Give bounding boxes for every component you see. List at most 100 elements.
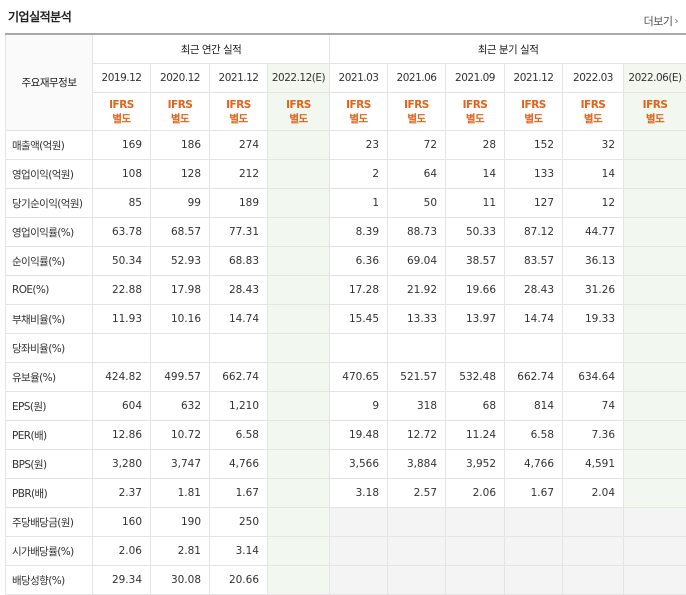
table-cell bbox=[563, 508, 624, 537]
table-cell bbox=[624, 508, 686, 537]
table-cell bbox=[624, 566, 686, 595]
table-cell: 19.66 bbox=[446, 276, 505, 305]
table-cell: 6.58 bbox=[210, 421, 268, 450]
table-cell bbox=[505, 508, 563, 537]
table-cell: 4,591 bbox=[563, 450, 624, 479]
table-cell bbox=[624, 450, 686, 479]
table-cell: 128 bbox=[151, 160, 210, 189]
ifrs-text: IFRS bbox=[388, 98, 445, 112]
table-cell: 28.43 bbox=[505, 276, 563, 305]
table-cell: 604 bbox=[93, 392, 151, 421]
table-cell bbox=[446, 334, 505, 363]
table-cell: 17.28 bbox=[330, 276, 388, 305]
period-header: 2021.06 bbox=[388, 64, 446, 93]
table-cell bbox=[624, 276, 686, 305]
row-label: 부채비율(%) bbox=[6, 305, 93, 334]
ifrs-text: IFRS bbox=[268, 98, 329, 112]
table-cell: 2.37 bbox=[93, 479, 151, 508]
ifrs-text: IFRS bbox=[330, 98, 387, 112]
row-label: 주당배당금(원) bbox=[6, 508, 93, 537]
table-cell bbox=[446, 537, 505, 566]
table-cell: 11 bbox=[446, 189, 505, 218]
table-cell: 14.74 bbox=[505, 305, 563, 334]
period-header: 2022.06(E) bbox=[624, 64, 686, 93]
period-header: 2021.12 bbox=[505, 64, 563, 93]
table-cell bbox=[268, 160, 330, 189]
table-cell bbox=[624, 160, 686, 189]
table-cell: 50.33 bbox=[446, 218, 505, 247]
table-cell: 19.48 bbox=[330, 421, 388, 450]
table-cell bbox=[268, 218, 330, 247]
row-label: BPS(원) bbox=[6, 450, 93, 479]
table-cell bbox=[268, 276, 330, 305]
row-label: 매출액(억원) bbox=[6, 131, 93, 160]
table-cell: 250 bbox=[210, 508, 268, 537]
table-cell bbox=[624, 189, 686, 218]
table-cell: 4,766 bbox=[210, 450, 268, 479]
ifrs-basis: 별도 bbox=[446, 112, 504, 126]
table-cell bbox=[268, 392, 330, 421]
period-header: 2021.09 bbox=[446, 64, 505, 93]
table-cell bbox=[330, 537, 388, 566]
row-label: PER(배) bbox=[6, 421, 93, 450]
table-cell: 14.74 bbox=[210, 305, 268, 334]
table-cell: 19.33 bbox=[563, 305, 624, 334]
table-cell: 13.33 bbox=[388, 305, 446, 334]
table-cell: 212 bbox=[210, 160, 268, 189]
table-cell: 318 bbox=[388, 392, 446, 421]
table-cell bbox=[624, 305, 686, 334]
table-cell: 1.81 bbox=[151, 479, 210, 508]
table-cell: 4,766 bbox=[505, 450, 563, 479]
row-label: 영업이익(억원) bbox=[6, 160, 93, 189]
table-cell bbox=[624, 131, 686, 160]
table-cell: 10.16 bbox=[151, 305, 210, 334]
table-cell bbox=[505, 537, 563, 566]
row-label: 순이익률(%) bbox=[6, 247, 93, 276]
table-cell bbox=[446, 508, 505, 537]
period-header: 2020.12 bbox=[151, 64, 210, 93]
table-cell: 22.88 bbox=[93, 276, 151, 305]
table-cell: 64 bbox=[388, 160, 446, 189]
table-cell: 13.97 bbox=[446, 305, 505, 334]
table-cell: 68 bbox=[446, 392, 505, 421]
table-cell: 169 bbox=[93, 131, 151, 160]
period-header: 2019.12 bbox=[93, 64, 151, 93]
table-cell: 12.72 bbox=[388, 421, 446, 450]
ifrs-text: IFRS bbox=[151, 98, 209, 112]
ifrs-text: IFRS bbox=[93, 98, 150, 112]
table-cell: 3.14 bbox=[210, 537, 268, 566]
table-cell: 3,280 bbox=[93, 450, 151, 479]
table-cell: 1 bbox=[330, 189, 388, 218]
table-cell: 12.86 bbox=[93, 421, 151, 450]
table-cell: 3,566 bbox=[330, 450, 388, 479]
row-label: ROE(%) bbox=[6, 276, 93, 305]
ifrs-basis: 별도 bbox=[268, 112, 329, 126]
table-cell bbox=[210, 334, 268, 363]
table-cell: 532.48 bbox=[446, 363, 505, 392]
row-label: 시가배당률(%) bbox=[6, 537, 93, 566]
table-cell: 74 bbox=[563, 392, 624, 421]
table-cell: 662.74 bbox=[210, 363, 268, 392]
table-cell bbox=[563, 537, 624, 566]
table-cell: 2.81 bbox=[151, 537, 210, 566]
ifrs-basis: 별도 bbox=[505, 112, 562, 126]
ifrs-text: IFRS bbox=[563, 98, 623, 112]
table-cell bbox=[268, 363, 330, 392]
row-label: 영업이익률(%) bbox=[6, 218, 93, 247]
table-cell bbox=[624, 392, 686, 421]
period-header: 2021.03 bbox=[330, 64, 388, 93]
table-cell: 99 bbox=[151, 189, 210, 218]
table-cell: 2.04 bbox=[563, 479, 624, 508]
table-cell: 14 bbox=[446, 160, 505, 189]
table-cell: 15.45 bbox=[330, 305, 388, 334]
table-cell: 2.57 bbox=[388, 479, 446, 508]
more-link[interactable]: 더보기 › bbox=[644, 13, 678, 29]
table-cell bbox=[330, 334, 388, 363]
table-cell bbox=[624, 363, 686, 392]
table-cell: 6.36 bbox=[330, 247, 388, 276]
